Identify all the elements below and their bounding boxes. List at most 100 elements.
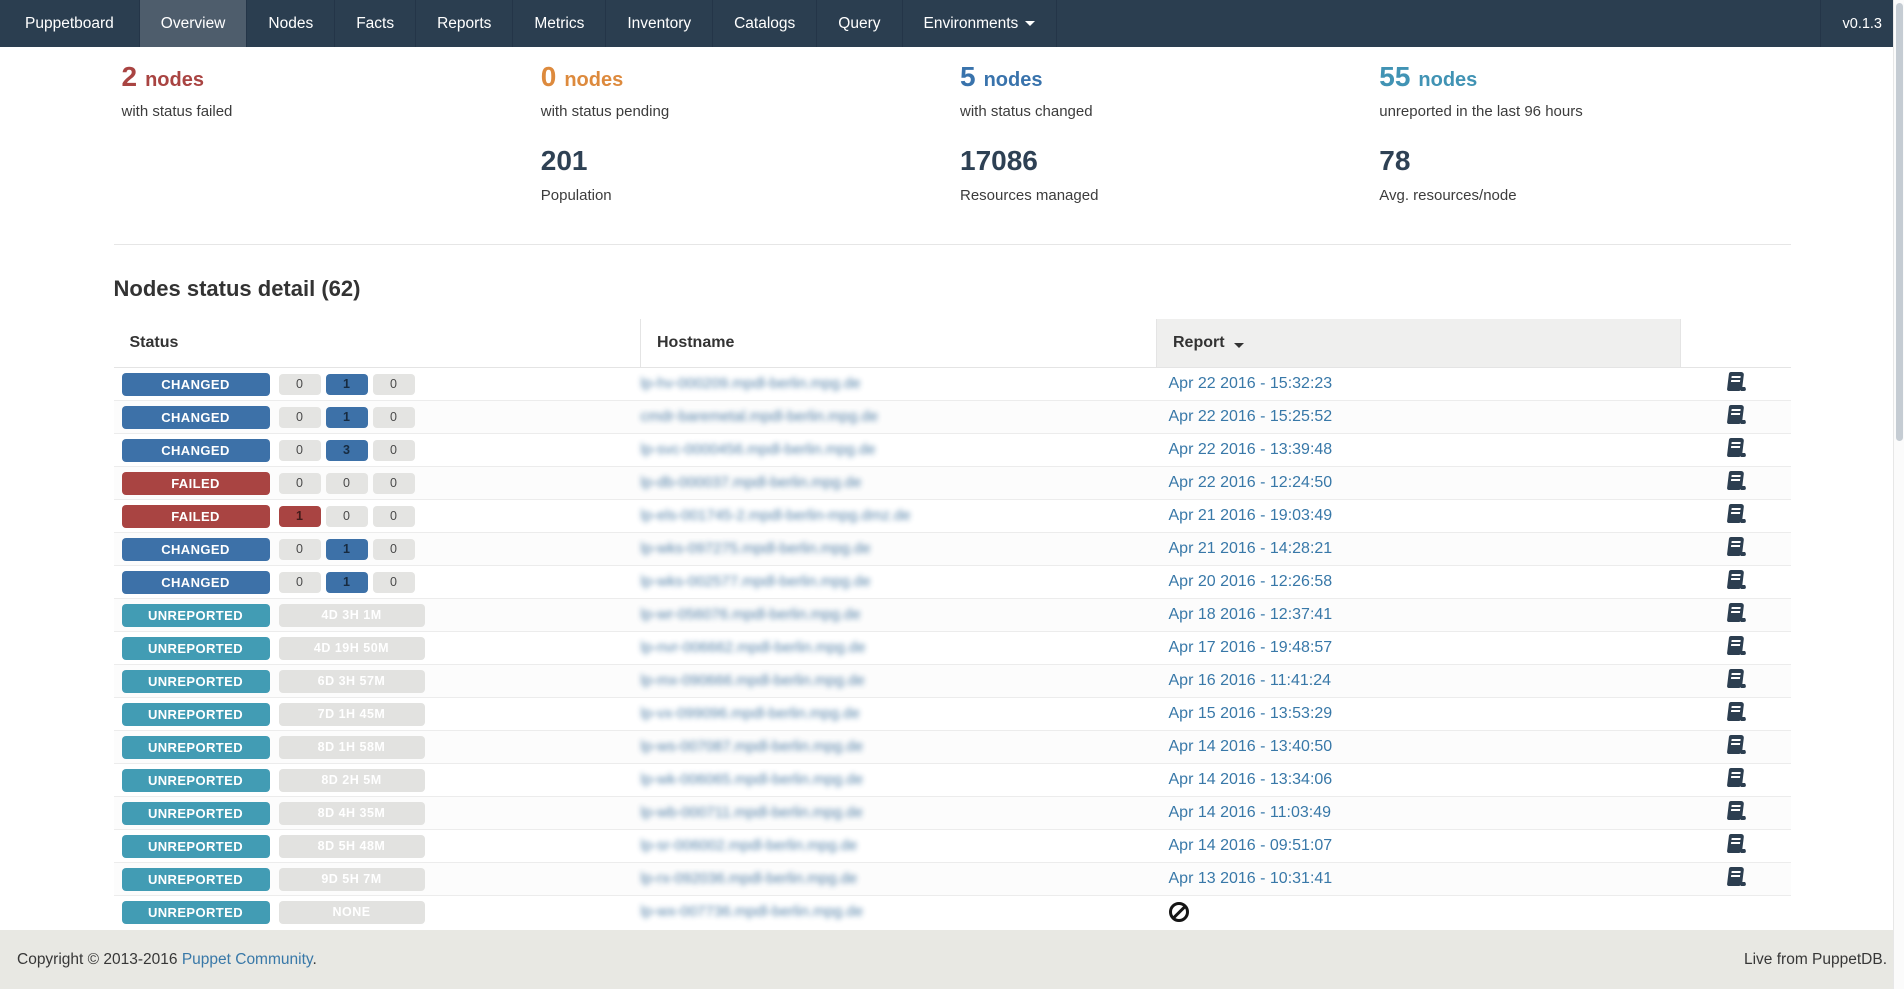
report-date-link[interactable]: Apr 17 2016 - 19:48:57 bbox=[1168, 639, 1333, 656]
report-book-icon[interactable] bbox=[1726, 471, 1745, 490]
nav-item-metrics[interactable]: Metrics bbox=[513, 0, 607, 47]
count-badge: 0 bbox=[278, 571, 321, 593]
table-row: UNREPORTED 8D 5H 48M lp-sr-006002.mpdl-ber… bbox=[113, 829, 1791, 863]
report-date-link[interactable]: Apr 22 2016 - 13:39:48 bbox=[1168, 441, 1333, 458]
stat-population: 201 Population bbox=[533, 144, 952, 207]
report-date-link[interactable]: Apr 21 2016 - 14:28:21 bbox=[1168, 540, 1333, 557]
report-date-link[interactable]: Apr 13 2016 - 10:31:41 bbox=[1168, 870, 1333, 887]
status-badge: UNREPORTED bbox=[121, 735, 270, 759]
navbar-brand[interactable]: Puppetboard bbox=[0, 0, 140, 47]
hostname-link[interactable]: lp-sr-006002.mpdl-berlin.mpg.de bbox=[640, 837, 858, 854]
column-header-hostname[interactable]: Hostname bbox=[640, 319, 1157, 368]
unreported-duration-badge: 4D 3H 1M bbox=[278, 603, 425, 627]
status-badge: UNREPORTED bbox=[121, 768, 270, 792]
report-date-link[interactable]: Apr 14 2016 - 11:03:49 bbox=[1168, 804, 1332, 821]
stat-population-value: 201 bbox=[540, 145, 588, 176]
hostname-link[interactable]: lp-els-001745-2.mpdl-berlin-mpg.dmz.de bbox=[640, 507, 911, 524]
table-row: UNREPORTED 8D 2H 5M lp-wk-006065.mpdl-berl… bbox=[113, 763, 1791, 797]
unreported-duration-badge: NONE bbox=[278, 900, 425, 924]
nav-item-overview[interactable]: Overview bbox=[139, 0, 248, 47]
divider bbox=[113, 244, 1791, 245]
nav-item-catalogs[interactable]: Catalogs bbox=[713, 0, 818, 47]
report-book-icon[interactable] bbox=[1726, 438, 1745, 457]
column-header-report[interactable]: Report bbox=[1156, 319, 1681, 368]
copyright-text: Copyright © 2013-2016 Puppet Community. bbox=[17, 950, 317, 968]
hostname-link[interactable]: lp-nvr-006662.mpdl-berlin.mpg.de bbox=[640, 639, 866, 656]
report-date-link[interactable]: Apr 22 2016 - 12:24:50 bbox=[1168, 474, 1333, 491]
nav-item-label: Facts bbox=[356, 14, 395, 32]
report-date-link[interactable]: Apr 22 2016 - 15:25:52 bbox=[1168, 408, 1333, 425]
report-book-icon[interactable] bbox=[1726, 834, 1745, 853]
hostname-link[interactable]: lp-wx-007736.mpdl-berlin.mpg.de bbox=[640, 903, 864, 921]
unreported-duration-badge: 8D 4H 35M bbox=[278, 801, 425, 825]
count-badge: 0 bbox=[278, 373, 321, 395]
stat-avg-resources-value: 78 bbox=[1379, 145, 1411, 176]
report-book-icon[interactable] bbox=[1726, 372, 1745, 391]
table-row: CHANGED 0 1 0 lp-hv-000209.mpdl-berlin.mpg.d… bbox=[114, 368, 1791, 401]
report-book-icon[interactable] bbox=[1726, 702, 1745, 721]
nav-item-nodes[interactable]: Nodes bbox=[247, 0, 336, 47]
report-date-link[interactable]: Apr 21 2016 - 19:03:49 bbox=[1168, 507, 1333, 524]
stat-unreported-unit: nodes bbox=[1418, 69, 1478, 91]
table-row: UNREPORTED 4D 3H 1M lp-wr-056076.mpdl-berl… bbox=[113, 598, 1791, 632]
report-date-link[interactable]: Apr 18 2016 - 12:37:41 bbox=[1168, 606, 1333, 623]
stat-resources-value: 17086 bbox=[960, 145, 1038, 176]
count-badge: 0 bbox=[325, 505, 368, 527]
report-date-link[interactable]: Apr 20 2016 - 12:26:58 bbox=[1168, 573, 1333, 590]
puppet-community-link[interactable]: Puppet Community bbox=[181, 950, 313, 968]
report-book-icon[interactable] bbox=[1726, 603, 1745, 622]
hostname-link[interactable]: lp-db-000037.mpdl-berlin.mpg.de bbox=[640, 474, 862, 491]
hostname-link[interactable]: cmdr-baremetal.mpdl-berlin.mpg.de bbox=[640, 408, 879, 425]
nav-item-inventory[interactable]: Inventory bbox=[606, 0, 714, 47]
hostname-link[interactable]: lp-wks-002577.mpdl-berlin.mpg.de bbox=[640, 573, 871, 590]
stats-row-metrics: 201 Population 17086 Resources managed 7… bbox=[114, 144, 1791, 207]
hostname-link[interactable]: lp-wk-006065.mpdl-berlin.mpg.de bbox=[640, 771, 864, 788]
hostname-link[interactable]: lp-vx-099096.mpdl-berlin.mpg.de bbox=[640, 705, 860, 722]
report-book-icon[interactable] bbox=[1726, 801, 1745, 820]
report-book-icon[interactable] bbox=[1726, 537, 1745, 556]
nav-item-label: Query bbox=[838, 14, 881, 32]
report-date-link[interactable]: Apr 14 2016 - 13:34:06 bbox=[1168, 771, 1333, 788]
report-date-link[interactable]: Apr 14 2016 - 13:40:50 bbox=[1168, 738, 1333, 755]
hostname-link[interactable]: lp-svc-0000456.mpdl-berlin.mpg.de bbox=[640, 441, 876, 458]
report-book-icon[interactable] bbox=[1726, 768, 1745, 787]
report-book-icon[interactable] bbox=[1726, 669, 1745, 688]
nav-item-facts[interactable]: Facts bbox=[335, 0, 417, 47]
stat-pending-value: 0 bbox=[540, 61, 557, 92]
report-date-link[interactable]: Apr 22 2016 - 15:32:23 bbox=[1168, 375, 1333, 392]
unreported-duration-badge: 6D 3H 57M bbox=[278, 669, 425, 693]
vertical-scrollbar[interactable] bbox=[1893, 0, 1904, 989]
report-date-link[interactable]: Apr 15 2016 - 13:53:29 bbox=[1168, 705, 1333, 722]
hostname-link[interactable]: lp-hv-000209.mpdl-berlin.mpg.de bbox=[640, 375, 861, 392]
status-badge: UNREPORTED bbox=[121, 867, 270, 891]
report-book-icon[interactable] bbox=[1726, 636, 1745, 655]
hostname-link[interactable]: lp-wr-056076.mpdl-berlin.mpg.de bbox=[640, 606, 861, 623]
table-row: CHANGED 0 1 0 lp-wks-002577.mpdl-berlin.mpg.… bbox=[113, 565, 1791, 599]
hostname-link[interactable]: lp-ws-007087.mpdl-berlin.mpg.de bbox=[640, 738, 864, 755]
hostname-link[interactable]: lp-wb-000711.mpdl-berlin.mpg.de bbox=[640, 804, 863, 821]
column-header-status[interactable]: Status bbox=[113, 319, 641, 368]
scrollbar-thumb[interactable] bbox=[1896, 3, 1903, 441]
report-book-icon[interactable] bbox=[1726, 735, 1745, 754]
status-badge: UNREPORTED bbox=[121, 669, 270, 693]
nav-item-reports[interactable]: Reports bbox=[416, 0, 514, 47]
status-badge: FAILED bbox=[121, 504, 270, 528]
hostname-link[interactable]: lp-wks-097275.mpdl-berlin.mpg.de bbox=[640, 540, 871, 557]
table-row: UNREPORTED 9D 5H 7M lp-rx-092036.mpdl-berl… bbox=[113, 862, 1791, 896]
report-book-icon[interactable] bbox=[1726, 504, 1745, 523]
count-badge: 0 bbox=[278, 439, 321, 461]
report-book-icon[interactable] bbox=[1726, 867, 1745, 886]
report-book-icon[interactable] bbox=[1726, 570, 1745, 589]
nav-item-query[interactable]: Query bbox=[817, 0, 903, 47]
report-date-link[interactable]: Apr 16 2016 - 11:41:24 bbox=[1168, 672, 1332, 689]
report-date-link[interactable]: Apr 14 2016 - 09:51:07 bbox=[1168, 837, 1333, 854]
table-row: UNREPORTED 7D 1H 45M lp-vx-099096.mpdl-ber… bbox=[113, 697, 1791, 731]
report-book-icon[interactable] bbox=[1726, 405, 1745, 424]
hostname-link[interactable]: lp-rx-092036.mpdl-berlin.mpg.de bbox=[640, 870, 858, 887]
hostname-link[interactable]: lp-mx-090666.mpdl-berlin.mpg.de bbox=[640, 672, 865, 689]
count-badge: 0 bbox=[372, 406, 415, 428]
table-row: UNREPORTED 8D 4H 35M lp-wb-000711.mpdl-ber… bbox=[113, 796, 1791, 830]
count-badge: 0 bbox=[372, 373, 415, 395]
nav-item-environments[interactable]: Environments bbox=[903, 0, 1058, 47]
count-badge: 1 bbox=[325, 538, 368, 560]
